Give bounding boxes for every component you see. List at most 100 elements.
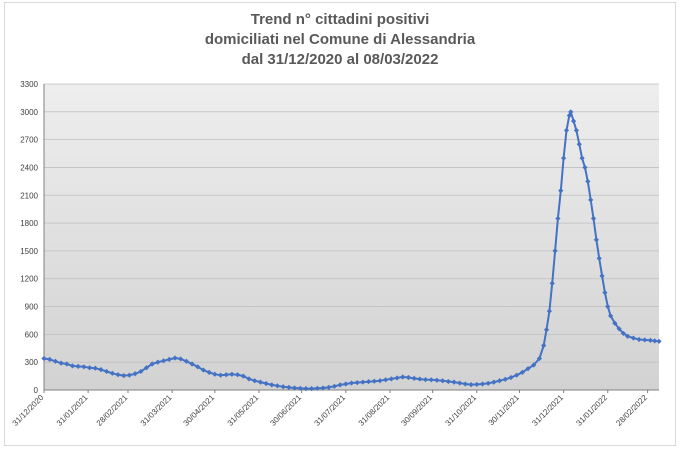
x-tick-label: 30/11/2021 — [487, 393, 522, 428]
data-point-marker — [605, 303, 611, 310]
data-point-marker — [178, 356, 184, 362]
data-point-marker — [536, 355, 543, 362]
data-point-marker — [590, 215, 597, 222]
data-point-marker — [616, 326, 622, 332]
data-point-marker — [612, 320, 618, 326]
chart-title-line-2: domiciliati nel Comune di Alessandria — [204, 31, 476, 48]
data-point-marker — [593, 237, 599, 243]
data-point-marker — [189, 361, 195, 367]
data-point-marker — [81, 364, 87, 370]
data-point-marker — [496, 378, 503, 384]
data-point-marker — [502, 376, 508, 382]
x-tick-label: 31/12/2021 — [530, 393, 565, 428]
data-point-marker — [166, 356, 172, 362]
data-point-marker — [183, 358, 189, 364]
x-tick-label: 28/02/2021 — [95, 393, 130, 428]
data-point-marker — [525, 366, 531, 372]
data-point-marker — [257, 379, 263, 385]
data-point-marker — [200, 367, 207, 373]
data-point-marker — [337, 382, 343, 388]
x-tick-label: 30/04/2021 — [182, 393, 217, 428]
y-tick-label: 2700 — [20, 136, 38, 145]
data-point-marker — [109, 370, 115, 376]
x-tick-label: 31/05/2021 — [226, 393, 261, 428]
data-point-marker — [491, 379, 497, 385]
y-tick-label: 3300 — [20, 80, 38, 89]
data-point-marker — [75, 363, 81, 369]
data-point-marker — [573, 127, 580, 133]
data-point-marker — [343, 381, 349, 387]
data-point-marker — [405, 374, 412, 381]
data-point-marker — [485, 380, 491, 386]
data-point-marker — [121, 373, 127, 379]
data-point-marker — [41, 355, 47, 362]
x-tick-label: 31/07/2021 — [313, 393, 348, 428]
data-point-marker — [428, 377, 434, 383]
data-point-marker — [240, 373, 246, 379]
x-tick-label: 31/12/2020 — [11, 393, 46, 428]
data-point-marker — [138, 368, 144, 375]
data-point-marker — [252, 378, 258, 384]
y-tick-label: 2400 — [20, 163, 38, 172]
data-point-marker — [582, 164, 588, 171]
data-point-marker — [647, 337, 654, 343]
data-point-marker — [223, 372, 229, 378]
data-point-marker — [642, 337, 648, 343]
data-point-marker — [303, 386, 309, 392]
data-point-marker — [596, 255, 602, 261]
data-point-marker — [570, 118, 577, 124]
data-point-marker — [558, 188, 564, 194]
data-point-marker — [462, 381, 468, 387]
data-point-marker — [314, 385, 320, 391]
x-tick-label: 31/01/2022 — [574, 393, 609, 428]
data-point-marker — [576, 141, 582, 147]
data-point-marker — [371, 378, 377, 384]
x-tick-label: 31/01/2021 — [55, 393, 90, 428]
data-point-marker — [555, 215, 561, 222]
data-point-marker — [320, 385, 326, 391]
x-tick-label: 31/08/2021 — [357, 393, 392, 428]
data-point-marker — [541, 342, 547, 349]
data-point-marker — [126, 372, 133, 378]
data-point-marker — [479, 381, 486, 387]
data-point-marker — [468, 382, 474, 388]
data-point-marker — [417, 376, 423, 382]
data-point-marker — [206, 369, 212, 375]
data-point-marker — [104, 368, 110, 375]
data-point-marker — [514, 372, 520, 378]
y-tick-label: 600 — [25, 330, 39, 339]
data-point-marker — [280, 384, 286, 390]
data-point-marker — [365, 379, 372, 385]
data-point-marker — [543, 327, 550, 333]
y-tick-label: 3000 — [20, 108, 38, 117]
data-point-marker — [235, 372, 241, 378]
chart-title-line-3: dal 31/12/2020 al 08/03/2022 — [241, 51, 439, 68]
data-point-marker — [98, 367, 104, 373]
data-point-marker — [149, 361, 155, 367]
data-point-marker — [58, 360, 64, 366]
data-point-marker — [52, 358, 58, 364]
data-point-marker — [630, 335, 636, 341]
data-point-marker — [588, 197, 594, 203]
data-point-marker — [269, 382, 275, 388]
data-point-marker — [422, 377, 429, 383]
data-point-marker — [263, 380, 269, 387]
data-point-marker — [69, 363, 76, 369]
data-point-marker — [47, 356, 53, 362]
data-point-marker — [531, 362, 537, 368]
data-point-marker — [434, 377, 440, 383]
chart-title-line-1: Trend n° cittadini positivi — [250, 11, 430, 28]
data-point-marker — [625, 333, 631, 339]
data-point-marker — [652, 338, 658, 344]
y-tick-label: 300 — [25, 358, 39, 367]
data-point-marker — [360, 379, 366, 385]
data-point-marker — [86, 365, 93, 371]
data-point-marker — [457, 380, 463, 386]
data-point-marker — [229, 371, 235, 377]
data-point-marker — [286, 384, 292, 391]
data-point-marker — [155, 359, 161, 365]
data-point-marker — [568, 109, 574, 115]
data-point-marker — [451, 379, 457, 385]
data-point-marker — [388, 376, 394, 382]
data-point-marker — [291, 385, 298, 391]
